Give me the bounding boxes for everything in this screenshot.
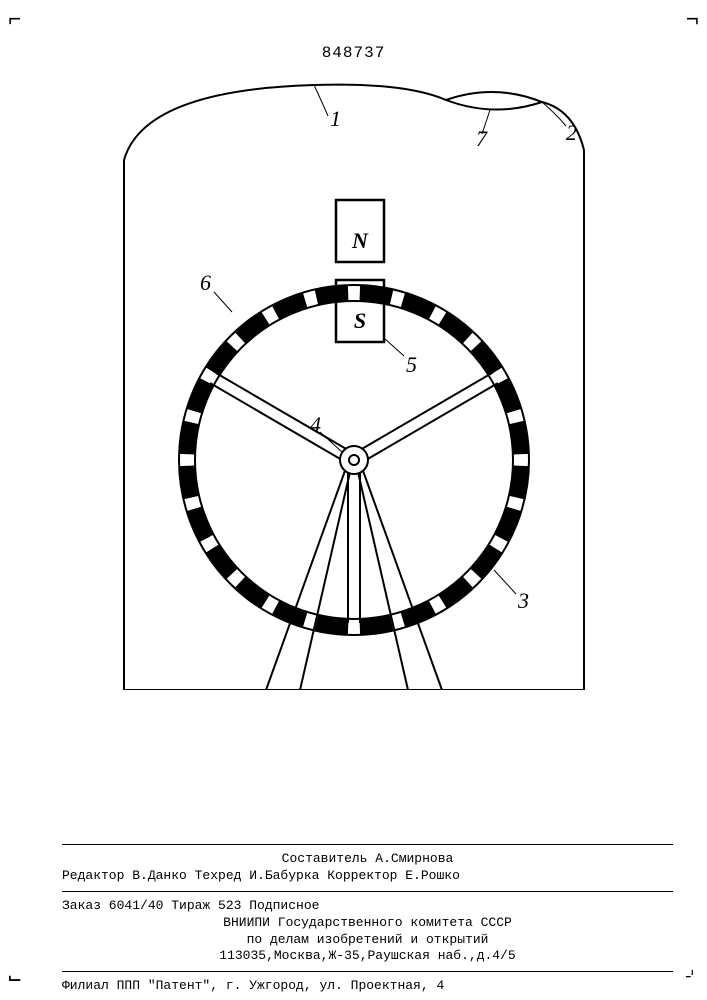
label-S: S	[354, 308, 366, 333]
label-1: 1	[330, 106, 341, 131]
figure: 1 2 7 6 5 4 3 N S	[114, 80, 594, 690]
footer-org2: по делам изобретений и открытий	[62, 932, 673, 949]
label-2: 2	[566, 120, 577, 145]
footer-compiler: Составитель А.Смирнова	[62, 851, 673, 868]
label-5: 5	[406, 352, 417, 377]
footer-block: Составитель А.Смирнова Редактор В.Данко …	[62, 838, 673, 995]
label-N: N	[351, 228, 369, 253]
footer-editors: Редактор В.Данко Техред И.Бабурка Коррек…	[62, 868, 673, 885]
document-number: 848737	[322, 44, 386, 62]
label-7: 7	[476, 126, 488, 151]
label-3: 3	[517, 588, 529, 613]
page: ⌐ ¬ ⌙ ⌏ 848737	[0, 0, 707, 1000]
casing-outline	[124, 85, 584, 690]
corner-mark-bl: ⌙	[8, 966, 21, 992]
corner-mark-tl: ⌐	[8, 8, 21, 33]
stand	[266, 468, 442, 690]
label-4: 4	[310, 412, 321, 437]
footer-order: Заказ 6041/40 Тираж 523 Подписное	[62, 898, 673, 915]
figure-labels: 1 2 7 6 5 4 3	[200, 106, 577, 613]
footer-org1: ВНИИПИ Государственного комитета СССР	[62, 915, 673, 932]
center-hub	[340, 446, 368, 474]
label-6: 6	[200, 270, 211, 295]
corner-mark-br: ⌏	[686, 966, 699, 992]
footer-branch: Филиал ППП "Патент", г. Ужгород, ул. Про…	[62, 978, 673, 995]
corner-mark-tr: ¬	[686, 8, 699, 33]
leaf-opening	[446, 92, 542, 110]
footer-addr: 113035,Москва,Ж-35,Раушская наб.,д.4/5	[62, 948, 673, 965]
